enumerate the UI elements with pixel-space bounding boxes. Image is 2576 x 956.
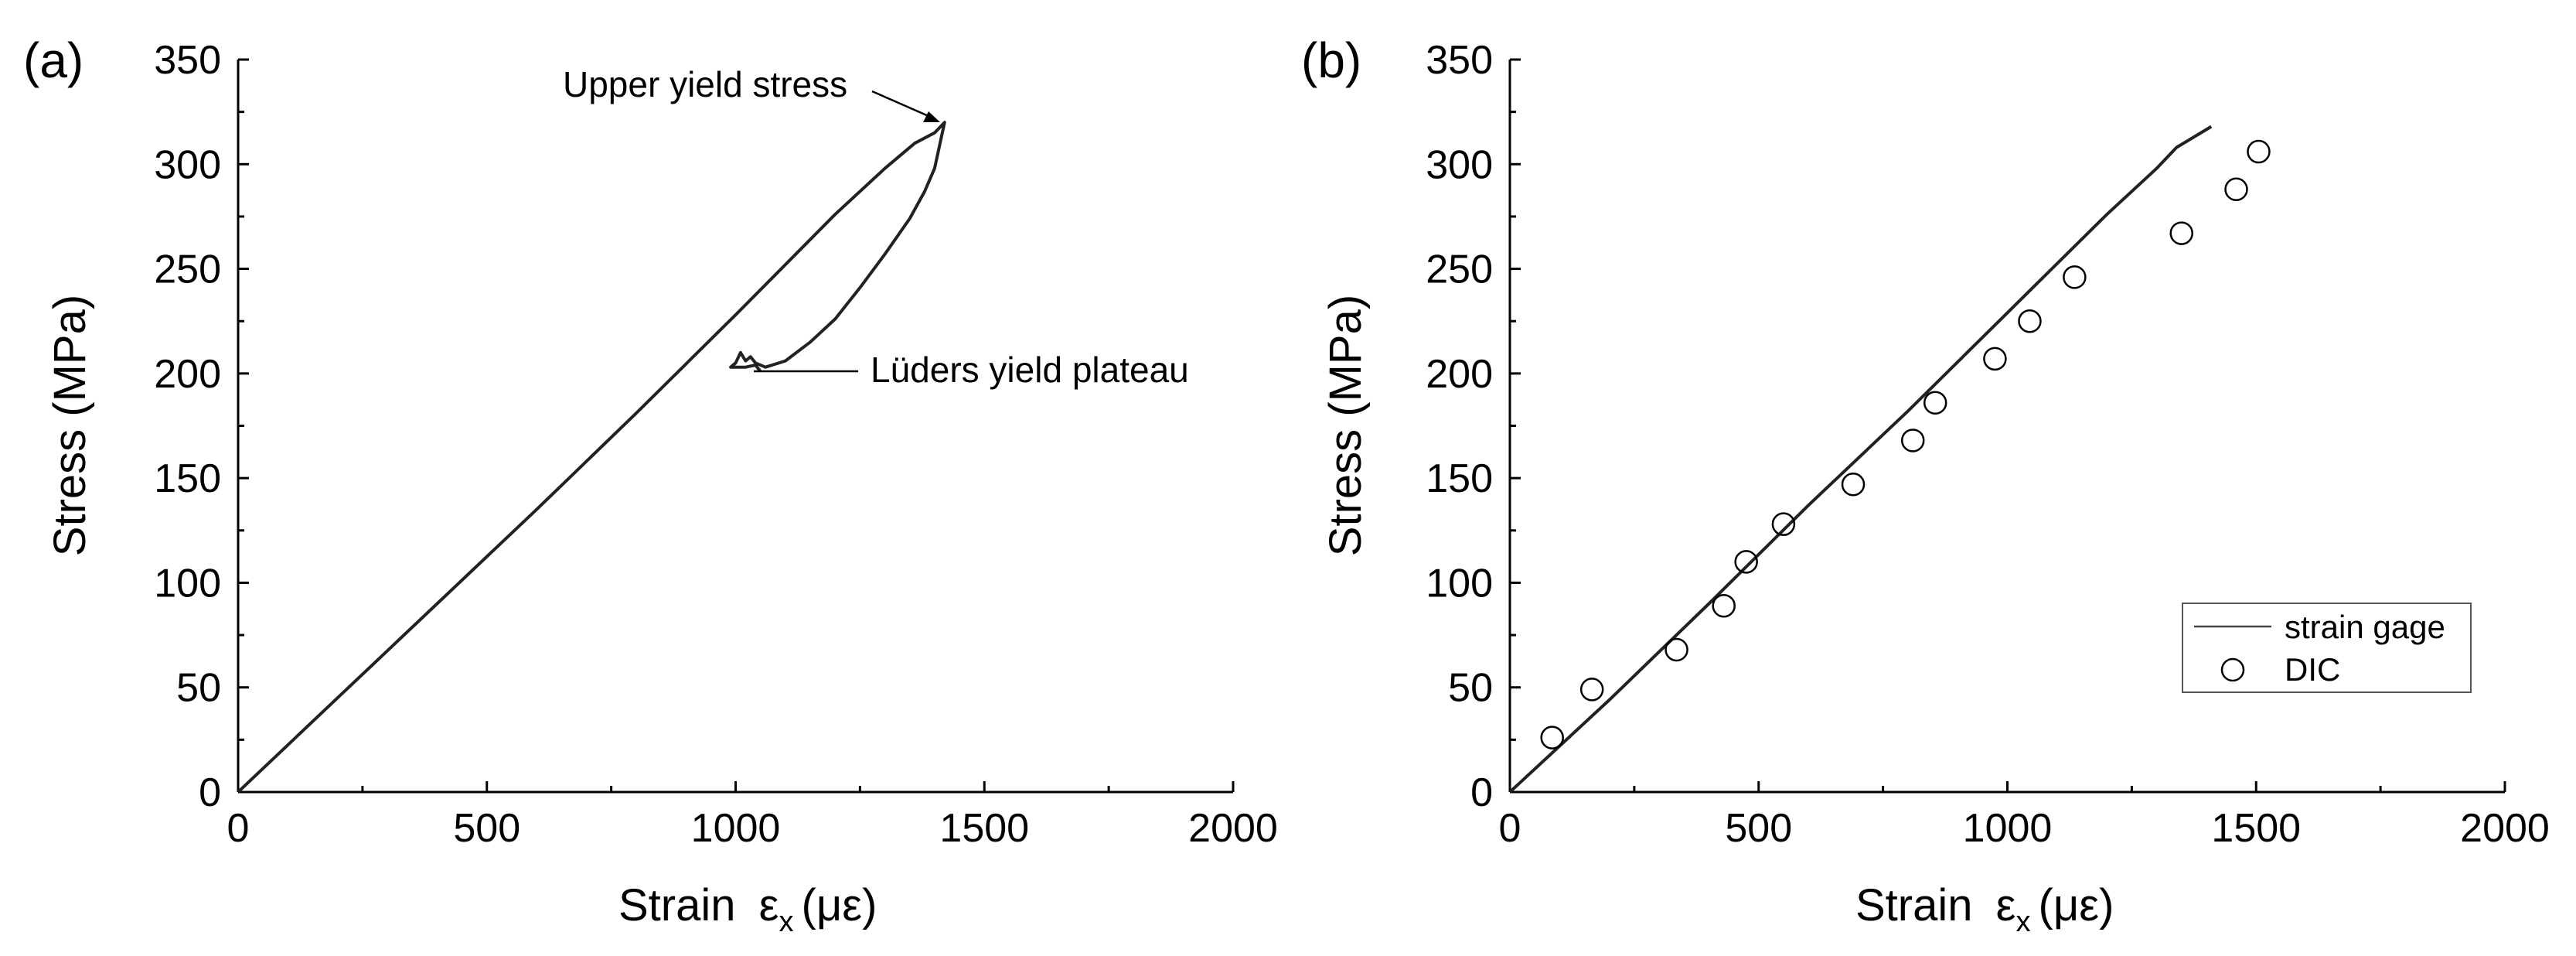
panel-a-xlabel: Strain <box>618 880 736 930</box>
panel-a-x-ticks: 0 500 1000 1500 2000 <box>227 781 1278 851</box>
dic-point <box>2247 139 2271 164</box>
legend: strain gage DIC <box>2182 603 2472 693</box>
legend-dic-label: DIC <box>2285 651 2340 688</box>
x-tick-label: 2000 <box>2460 806 2550 851</box>
dic-point <box>1665 637 1688 662</box>
x-tick-label: 1000 <box>691 806 781 851</box>
panel-a-xlabel-unit: (με) <box>802 880 877 930</box>
annotation-upper-yield-stress: Upper yield stress <box>563 64 847 104</box>
x-tick-label: 1500 <box>2211 806 2301 851</box>
x-tick-label: 1500 <box>939 806 1029 851</box>
x-tick-label: 0 <box>1499 806 1521 851</box>
dic-point <box>1841 473 1866 497</box>
dic-point <box>1983 347 2007 371</box>
panel-b-series <box>1508 125 2271 794</box>
panel-b-y-title: Stress (MPa) <box>1320 295 1371 556</box>
x-tick-label: 500 <box>453 806 520 851</box>
y-tick-label: 50 <box>1448 666 1493 711</box>
panel-b-xlabel-unit: (με) <box>2039 880 2114 930</box>
y-tick-label: 250 <box>1426 248 1493 292</box>
panel-b-xlabel-symbol: ε <box>1996 880 2016 930</box>
y-tick-label: 0 <box>199 770 221 815</box>
panel-b-x-title: Strain εx (με) <box>1855 880 2114 938</box>
y-tick-label: 300 <box>154 142 221 187</box>
panel-a-xlabel-subscript: x <box>779 906 794 938</box>
strain-gage-line <box>1508 125 2213 794</box>
strain-gage-line <box>237 121 946 794</box>
y-tick-label: 350 <box>1426 38 1493 83</box>
dic-point <box>2224 177 2248 202</box>
dic-point <box>1579 678 1604 702</box>
y-tick-label: 150 <box>154 456 221 501</box>
dic-point <box>1712 593 1736 618</box>
panel-b-label: (b) <box>1301 32 1361 88</box>
y-tick-label: 250 <box>154 248 221 292</box>
x-tick-label: 2000 <box>1188 806 1278 851</box>
legend-dic-swatch <box>2220 657 2245 682</box>
panel-b-xlabel-subscript: x <box>2016 906 2031 938</box>
panel-a-series <box>237 121 946 794</box>
y-tick-label: 100 <box>1426 561 1493 606</box>
y-tick-label: 50 <box>176 666 221 711</box>
x-tick-label: 0 <box>227 806 250 851</box>
x-tick-label: 500 <box>1725 806 1792 851</box>
panel-a-x-title: Strain εx (με) <box>618 880 877 938</box>
annotation-upper-yield-arrowhead <box>923 111 940 122</box>
dic-point <box>1540 726 1564 749</box>
panel-a-y-ticks: 0 50 100 150 200 250 300 350 <box>154 38 249 815</box>
dic-point <box>2169 221 2193 245</box>
legend-box <box>2182 603 2472 693</box>
panel-a-xlabel-symbol: ε <box>759 880 779 930</box>
annotation-luders-yield-plateau: Lüders yield plateau <box>871 350 1189 390</box>
y-tick-label: 200 <box>154 352 221 397</box>
dic-point <box>1734 550 1758 574</box>
panel-b: (b) 0 500 1000 1500 2000 0 50 100 150 200 250 300 3… <box>1301 32 2550 938</box>
y-tick-label: 300 <box>1426 142 1493 187</box>
y-tick-label: 350 <box>154 38 221 83</box>
panel-a-label: (a) <box>23 32 83 88</box>
y-tick-label: 0 <box>1470 770 1493 815</box>
dic-point <box>2018 309 2042 333</box>
panel-b-y-ticks: 0 50 100 150 200 250 300 350 <box>1426 38 1521 815</box>
y-tick-label: 200 <box>1426 352 1493 397</box>
panel-b-xlabel: Strain <box>1855 880 1973 930</box>
dic-point <box>1923 391 1947 415</box>
dic-point <box>2063 265 2087 289</box>
panel-b-x-ticks: 0 500 1000 1500 2000 <box>1499 781 2550 851</box>
y-tick-label: 100 <box>154 561 221 606</box>
panel-a-y-title: Stress (MPa) <box>45 295 95 556</box>
dic-point <box>1771 512 1796 536</box>
y-tick-label: 150 <box>1426 456 1493 501</box>
panel-a: (a) 0 500 1000 1500 2000 0 50 100 150 200 250 300 3… <box>23 32 1278 938</box>
dic-point <box>1900 428 1925 452</box>
legend-strain-gage-label: strain gage <box>2285 609 2445 645</box>
x-tick-label: 1000 <box>1963 806 2053 851</box>
annotation-upper-yield-arrow <box>871 90 936 121</box>
